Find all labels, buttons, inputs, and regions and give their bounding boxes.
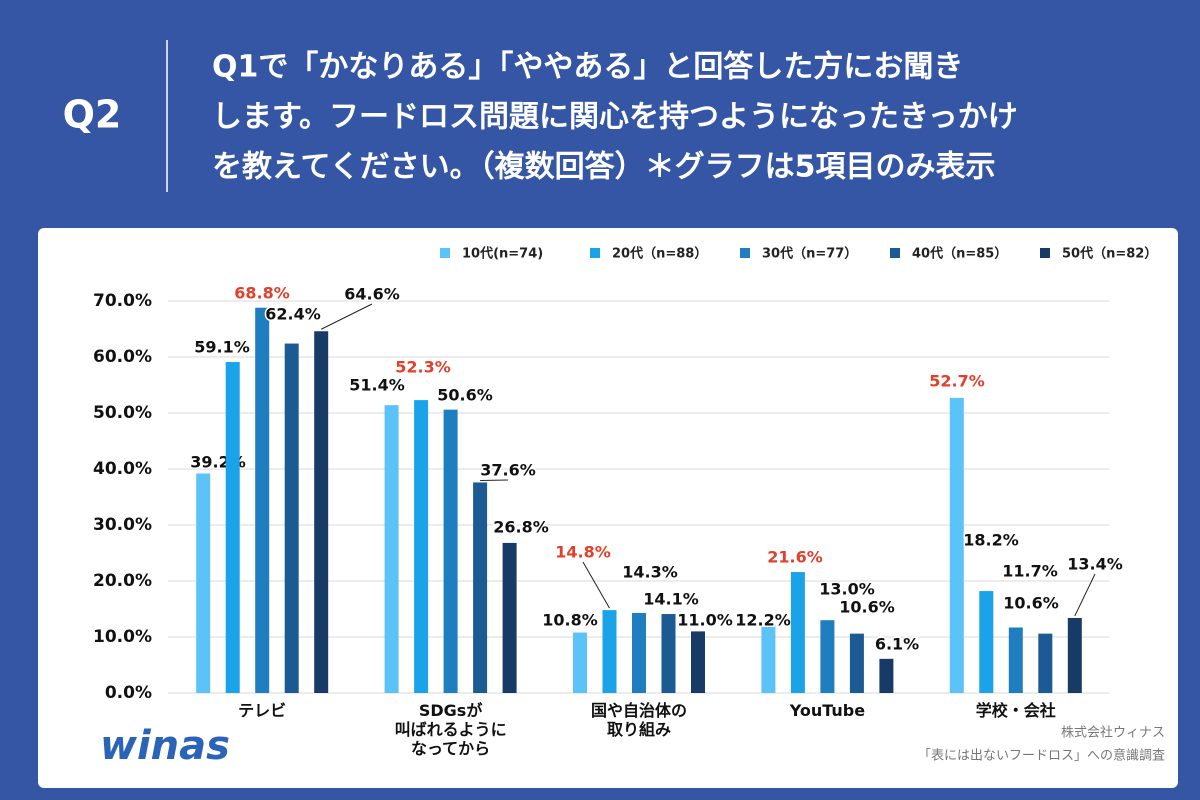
bar (820, 620, 835, 693)
leader-line (1074, 573, 1096, 617)
legend-swatch (890, 248, 900, 258)
value-label: 14.1% (643, 590, 699, 609)
y-tick-label: 60.0% (93, 347, 152, 367)
bar (196, 473, 211, 693)
value-label: 51.4% (349, 376, 405, 395)
x-tick-label: YouTube (789, 701, 866, 720)
legend-label: 20代（n=88） (612, 246, 707, 262)
value-label: 14.3% (622, 563, 678, 582)
value-label: 6.1% (875, 635, 919, 654)
bar (849, 633, 864, 693)
value-label: 12.2% (735, 611, 791, 630)
question-number: Q2 (63, 93, 122, 137)
question-line: を教えてください。（複数回答）＊グラフは5項目のみ表示 (212, 150, 995, 185)
legend-swatch (1040, 248, 1050, 258)
legend-label: 30代（n=77） (762, 246, 857, 262)
logo: winas (100, 723, 230, 769)
bar (384, 405, 399, 693)
legend-swatch (440, 248, 450, 258)
value-label: 21.6% (767, 548, 823, 567)
value-label: 68.8% (234, 284, 290, 303)
legend-label: 50代（n=82） (1062, 246, 1157, 262)
bar (790, 572, 805, 693)
bar (949, 397, 964, 693)
y-tick-label: 30.0% (93, 515, 152, 535)
legend-label: 10代(n=74) (462, 246, 543, 262)
value-label: 11.7% (1002, 562, 1058, 581)
bar (879, 658, 894, 693)
x-tick-label: 学校・会社 (975, 701, 1056, 720)
value-label: 62.4% (265, 305, 321, 324)
y-tick-label: 20.0% (93, 571, 152, 591)
value-label: 10.6% (1003, 594, 1059, 613)
legend-swatch (740, 248, 750, 258)
x-tick-label: SDGsが 叫ばれるように なってから (394, 701, 507, 758)
value-label: 37.6% (480, 461, 536, 480)
value-label: 52.7% (929, 372, 985, 391)
bar (979, 591, 994, 693)
bar (661, 614, 676, 693)
value-label: 13.4% (1067, 555, 1123, 574)
value-label: 50.6% (437, 386, 493, 405)
y-tick-label: 40.0% (93, 459, 152, 479)
bar (1038, 633, 1053, 693)
question-line: Q1で「かなりある」「ややある」と回答した方にお聞き (212, 50, 963, 85)
value-label: 52.3% (395, 358, 451, 377)
leader-line (320, 303, 373, 330)
value-label: 26.8% (493, 518, 549, 537)
value-label: 14.8% (555, 543, 611, 562)
bar (1067, 617, 1082, 693)
y-tick-label: 10.0% (93, 627, 152, 647)
bar (225, 362, 240, 693)
legend-label: 40代（n=85） (912, 246, 1007, 262)
bar (691, 631, 705, 693)
bar (602, 610, 617, 693)
bar (1008, 627, 1023, 693)
bar (314, 331, 329, 693)
question-line: します。フードロス問題に関心を持つようになったきっかけ (212, 100, 1018, 135)
company: 株式会社ウィナス (1061, 725, 1165, 741)
value-label: 10.6% (839, 598, 895, 617)
bar (443, 409, 458, 693)
bar (502, 542, 517, 693)
survey-name: 「表には出ないフードロス」への意識調査 (918, 748, 1165, 764)
bar (284, 343, 299, 693)
y-tick-label: 0.0% (105, 683, 152, 703)
bar (255, 307, 270, 693)
value-label: 11.0% (677, 611, 733, 630)
bar (473, 482, 488, 693)
x-tick-label: テレビ (238, 701, 287, 720)
value-label: 64.6% (344, 285, 400, 304)
value-label: 10.8% (542, 611, 598, 630)
value-label: 18.2% (963, 531, 1019, 550)
y-tick-label: 70.0% (93, 291, 152, 311)
bar (761, 624, 776, 693)
y-tick-label: 50.0% (93, 403, 152, 423)
value-label: 13.0% (819, 580, 875, 599)
bar (632, 612, 646, 693)
leader-line (582, 561, 610, 609)
value-label: 59.1% (194, 338, 250, 357)
legend-swatch (590, 248, 600, 258)
x-tick-label: 国や自治体の 取り組み (590, 701, 687, 739)
bar (573, 632, 587, 693)
bar (414, 400, 429, 693)
